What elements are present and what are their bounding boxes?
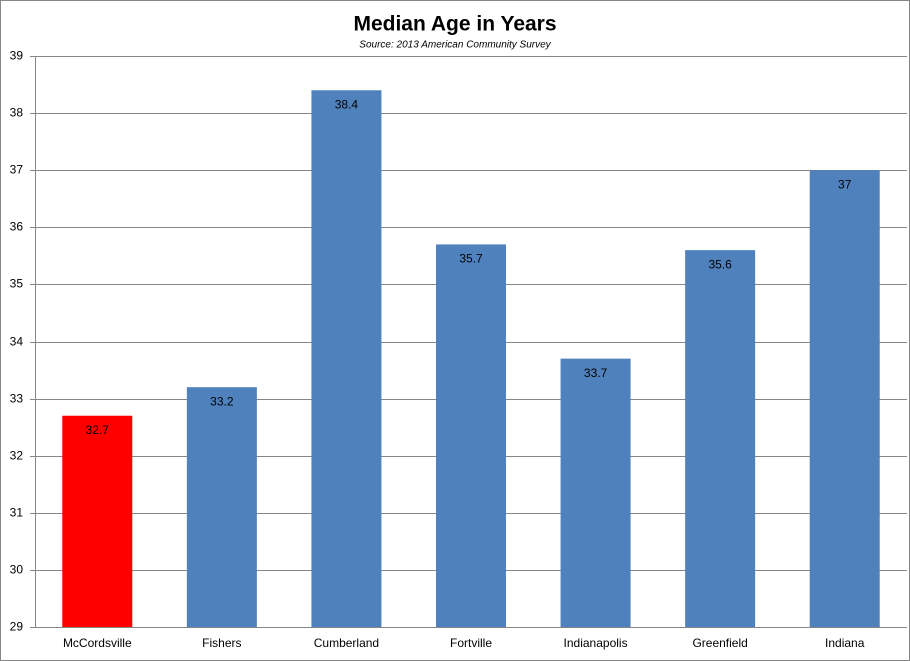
bar <box>62 415 133 627</box>
bar <box>186 387 257 627</box>
x-tick-label: Fishers <box>202 636 241 650</box>
x-tick-label: Cumberland <box>314 636 379 650</box>
y-tick-label: 38 <box>10 106 24 120</box>
y-tick-label: 34 <box>10 335 24 349</box>
data-label: 35.7 <box>459 252 483 266</box>
y-tick-label: 36 <box>10 220 24 234</box>
chart-subtitle: Source: 2013 American Community Survey <box>359 40 551 51</box>
data-label: 37 <box>838 177 852 191</box>
y-tick-label: 37 <box>10 163 24 177</box>
y-tick-label: 30 <box>10 563 24 577</box>
data-label: 33.2 <box>210 394 234 408</box>
bar <box>560 358 631 627</box>
bar <box>809 170 880 627</box>
chart-title: Median Age in Years <box>353 13 556 36</box>
y-tick-label: 33 <box>10 392 24 406</box>
x-tick-label: McCordsville <box>63 636 132 650</box>
data-label: 35.6 <box>708 257 732 271</box>
y-tick-label: 31 <box>10 506 24 520</box>
data-label: 32.7 <box>86 423 110 437</box>
bar <box>436 244 506 627</box>
x-tick-label: Fortville <box>450 636 492 650</box>
bar <box>685 250 756 627</box>
y-tick-label: 35 <box>10 277 24 291</box>
x-tick-label: Greenfield <box>692 636 747 650</box>
y-tick-label: 29 <box>10 620 24 634</box>
data-label: 33.7 <box>584 366 608 380</box>
y-tick-label: 39 <box>10 49 24 63</box>
y-tick-label: 32 <box>10 449 24 463</box>
x-tick-label: Indiana <box>825 636 865 650</box>
data-label: 38.4 <box>335 97 359 111</box>
x-tick-label: Indianapolis <box>564 636 628 650</box>
bar <box>311 90 382 627</box>
